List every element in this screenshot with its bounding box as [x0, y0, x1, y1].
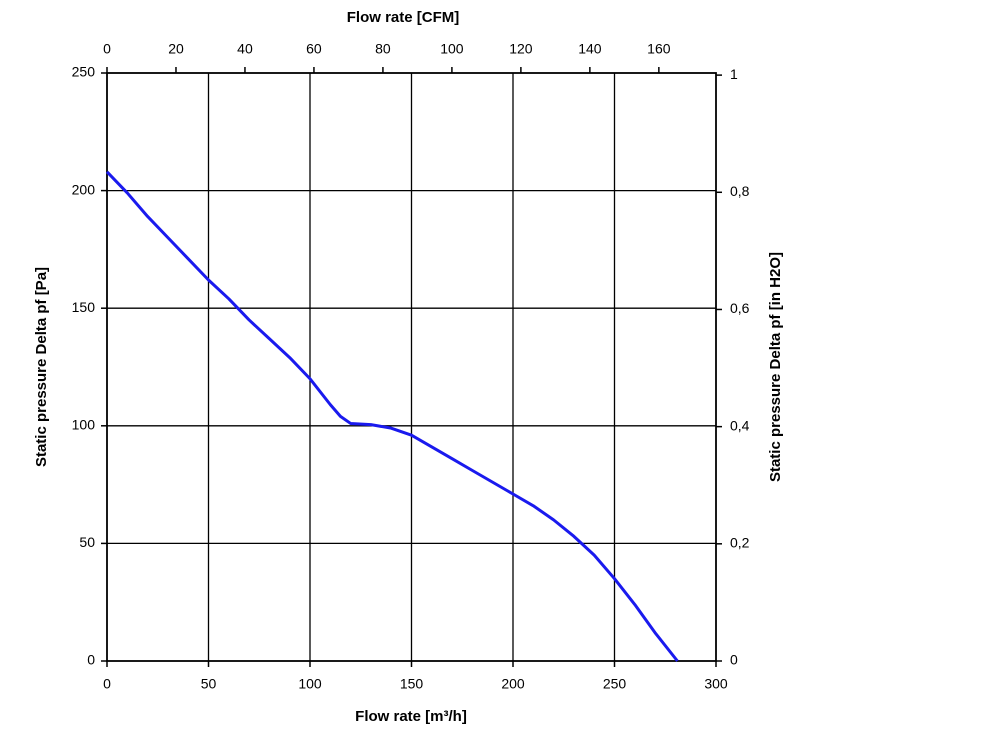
- y-tick-label: 0: [87, 652, 95, 668]
- x-tick-label: 50: [201, 676, 217, 692]
- x-tick-label: 300: [704, 676, 728, 692]
- y2-tick-label: 0,4: [730, 417, 750, 433]
- x-tick-label: 250: [603, 676, 627, 692]
- plot-frame: [106, 72, 717, 662]
- y-tick-label: 50: [79, 534, 95, 550]
- x2-tick-label: 40: [237, 41, 253, 57]
- x-tick-label: 0: [103, 676, 111, 692]
- x2-tick-label: 60: [306, 41, 322, 57]
- y-tick-label: 250: [72, 64, 96, 80]
- x2-tick-label: 100: [440, 41, 464, 57]
- x-tick-label: 200: [501, 676, 525, 692]
- y2-tick-label: 0: [730, 652, 738, 668]
- x2-tick-label: 160: [647, 41, 671, 57]
- x2-tick-label: 80: [375, 41, 391, 57]
- curve: [105, 170, 679, 662]
- y-tick-label: 150: [72, 299, 96, 315]
- y2-tick-label: 0,2: [730, 535, 750, 551]
- x2-tick-label: 120: [509, 41, 533, 57]
- y2-tick-label: 0,6: [730, 300, 750, 316]
- x-tick-label: 150: [400, 676, 424, 692]
- x2-tick-label: 20: [168, 41, 184, 57]
- y2-tick-label: 0,8: [730, 183, 750, 199]
- x2-tick-label: 140: [578, 41, 602, 57]
- y-tick-label: 200: [72, 181, 96, 197]
- y2-axis-title: Static pressure Delta pf [in H2O]: [767, 252, 784, 482]
- y-axis-title: Static pressure Delta pf [Pa]: [33, 267, 50, 467]
- x2-tick-label: 0: [103, 41, 111, 57]
- x-axis-title: Flow rate [m³/h]: [355, 708, 467, 725]
- y2-tick-label: 1: [730, 66, 738, 82]
- x2-axis-title: Flow rate [CFM]: [347, 9, 460, 26]
- y-tick-label: 100: [72, 417, 96, 433]
- x-tick-label: 100: [298, 676, 322, 692]
